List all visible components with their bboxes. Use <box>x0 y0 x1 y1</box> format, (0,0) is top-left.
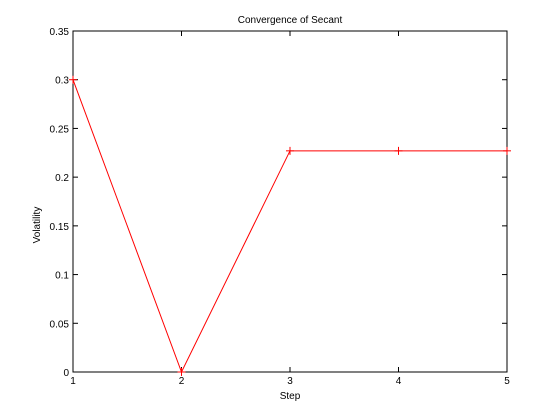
series-point <box>177 368 186 376</box>
y-tick-label: 0.2 <box>55 173 69 184</box>
y-tick-label: 0.3 <box>55 76 69 87</box>
chart-title: Convergence of Secant <box>238 15 343 26</box>
axis-ticks <box>72 30 508 373</box>
y-tick-label: 0.25 <box>50 124 70 135</box>
series-markers <box>69 75 511 376</box>
axis-tick-labels: 1 2 3 4 5 0 0.05 0.1 0.15 0.2 0.25 0.3 0.35 <box>50 27 511 387</box>
x-axis-label: Step <box>280 391 301 402</box>
y-axis-label: Volatility <box>32 207 43 244</box>
y-tick-label: 0.35 <box>50 27 70 38</box>
plot-frame <box>72 30 508 373</box>
series-point <box>503 146 511 155</box>
y-tick-label: 0.05 <box>50 319 70 330</box>
series-point <box>69 75 77 84</box>
series-point <box>394 146 403 155</box>
x-tick-label: 2 <box>179 376 185 387</box>
y-tick-label: 0.15 <box>50 222 70 233</box>
x-tick-label: 1 <box>70 376 76 387</box>
x-tick-label: 3 <box>287 376 293 387</box>
y-tick-label: 0 <box>63 368 69 379</box>
y-tick-label: 0.1 <box>55 271 69 282</box>
x-tick-label: 4 <box>396 376 402 387</box>
series-point <box>286 146 294 155</box>
x-tick-label: 5 <box>504 376 510 387</box>
